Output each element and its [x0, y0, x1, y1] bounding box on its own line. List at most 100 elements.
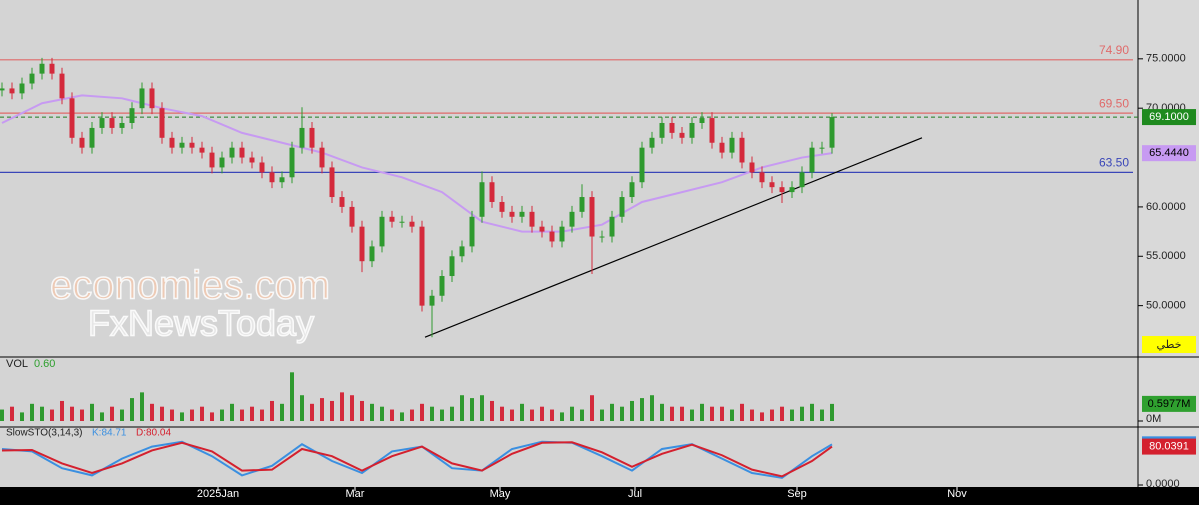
volume-bar [190, 409, 194, 421]
volume-bar [380, 406, 384, 421]
volume-bar [500, 406, 504, 421]
candle-body [289, 147, 295, 178]
stoch-d [1, 441, 833, 478]
candle-body [479, 182, 485, 217]
volume-bar [120, 409, 124, 421]
volume-bar [320, 398, 324, 421]
volume-bar [770, 409, 774, 421]
volume-bar [250, 406, 254, 421]
candle-body [589, 197, 595, 237]
y-tick-label: 55.0000 [1146, 250, 1186, 262]
volume-bar [760, 412, 764, 421]
stoch-k-header: K:84.71 [92, 428, 127, 439]
trendline [424, 137, 923, 338]
volume-bar [270, 400, 274, 421]
candle-body [459, 246, 465, 257]
volume-bar [630, 400, 634, 421]
volume-bar [420, 403, 424, 421]
candle-body [139, 88, 145, 109]
volume-bar [750, 409, 754, 421]
y-tick-label: 75.0000 [1146, 53, 1186, 65]
volume-bar [690, 409, 694, 421]
level-label: 74.90 [1099, 43, 1129, 57]
volume-bar [700, 403, 704, 421]
candle-body [329, 167, 335, 198]
volume-tick-label: 0M [1146, 413, 1161, 425]
volume-bar [210, 412, 214, 421]
volume-bar [180, 412, 184, 421]
candle-body [99, 118, 105, 128]
volume-bar [70, 406, 74, 421]
candle-body [159, 108, 165, 138]
volume-bar [50, 409, 54, 421]
volume-bar [570, 406, 574, 421]
volume-bar [510, 409, 514, 421]
x-tick-label: Sep [787, 488, 807, 500]
volume-bar [660, 403, 664, 421]
candle-body [9, 88, 15, 94]
y-tick-label: 60.0000 [1146, 201, 1186, 213]
candle-body [809, 147, 815, 173]
volume-bar [350, 395, 354, 421]
candle-body [799, 172, 805, 188]
candle-body [559, 226, 565, 242]
volume-bar [720, 406, 724, 421]
candle-body [119, 122, 125, 128]
candle-body [639, 147, 645, 183]
volume-bar [240, 409, 244, 421]
candle-body [49, 63, 55, 74]
candle-body [209, 152, 215, 168]
volume-bar [30, 403, 34, 421]
candle-body [319, 147, 325, 168]
candle-body [109, 118, 115, 128]
candle-body [259, 162, 265, 173]
candle-body [449, 256, 455, 277]
watermark: FxNewsToday [88, 303, 314, 344]
candle-body [509, 211, 515, 217]
candle-body [699, 118, 705, 123]
candle-body [199, 147, 205, 153]
candle-body [579, 197, 585, 212]
candle-body [379, 216, 385, 247]
candle-body [549, 231, 555, 242]
volume-bar [310, 403, 314, 421]
last-price-label: 69.1000 [1149, 111, 1189, 123]
volume-bar [780, 406, 784, 421]
volume-bar [340, 392, 344, 421]
candle-body [369, 246, 375, 262]
volume-title: VOL [6, 358, 28, 370]
candle-body [29, 73, 35, 84]
volume-bar [640, 398, 644, 421]
candle-body [39, 63, 45, 74]
last-price-label-box [1142, 109, 1196, 126]
volume-bar [590, 395, 594, 421]
volume-bar [390, 409, 394, 421]
candle-body [439, 276, 445, 296]
candle-body [569, 211, 575, 227]
candle-body [19, 83, 25, 94]
volume-bar [480, 395, 484, 421]
ma-label-box [1142, 145, 1196, 162]
volume-bar [160, 406, 164, 421]
volume-bar [470, 398, 474, 421]
candle-body [279, 177, 285, 183]
volume-bar [280, 403, 284, 421]
time-axis [0, 487, 1199, 505]
candle-body [169, 137, 175, 148]
candle-body [609, 216, 615, 237]
stoch-title: SlowSTO(3,14,3) [6, 428, 83, 439]
volume-bar [450, 406, 454, 421]
volume-bar [580, 409, 584, 421]
candle-body [469, 216, 475, 247]
candle-body [429, 295, 435, 306]
candle-body [729, 137, 735, 153]
stoch-tick-label: 0.0000 [1146, 478, 1180, 490]
candle-body [269, 172, 275, 183]
volume-bar [830, 403, 834, 421]
candle-body [619, 197, 625, 217]
volume-bar [540, 406, 544, 421]
volume-bar [680, 406, 684, 421]
badge-box [1142, 336, 1196, 353]
volume-bar [150, 403, 154, 421]
